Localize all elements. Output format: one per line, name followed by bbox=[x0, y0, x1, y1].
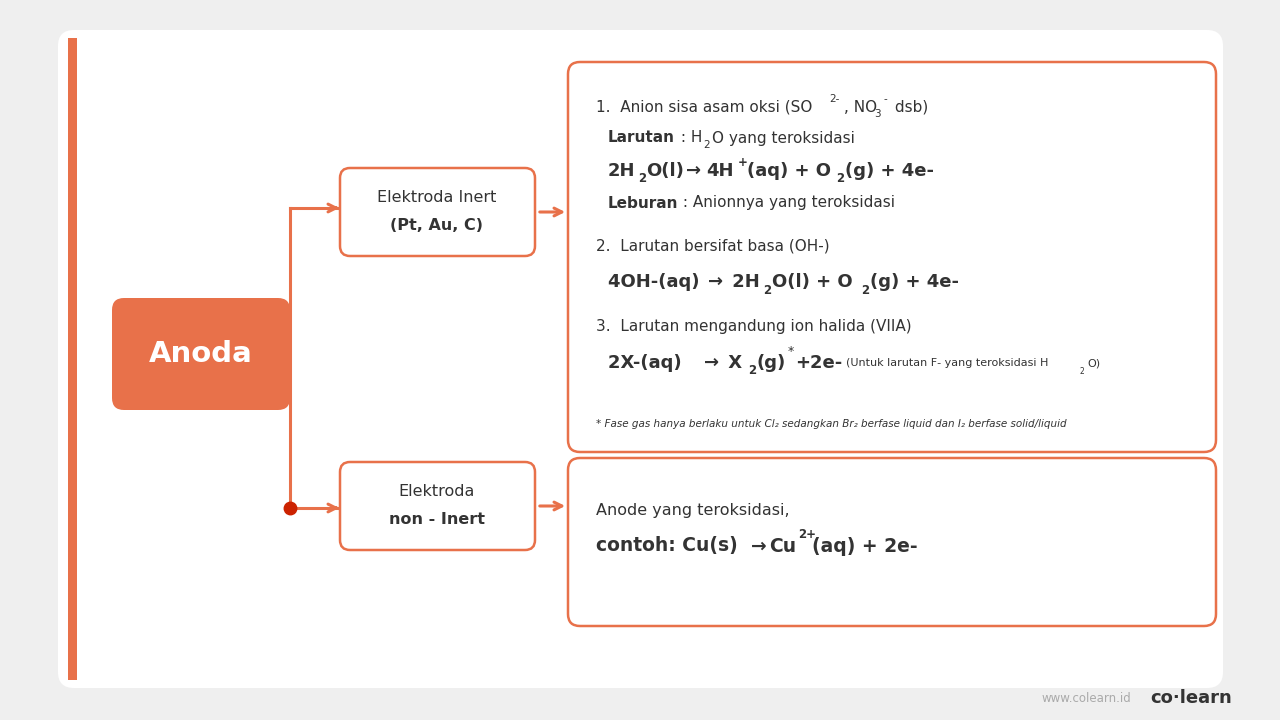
Text: 2: 2 bbox=[748, 364, 756, 377]
Text: O): O) bbox=[1087, 358, 1100, 368]
Text: +2e-: +2e- bbox=[795, 354, 842, 372]
Text: →: → bbox=[704, 354, 719, 372]
Text: (g) + 4e-: (g) + 4e- bbox=[870, 273, 959, 291]
Text: Anoda: Anoda bbox=[150, 340, 253, 368]
Text: (g) + 4e-: (g) + 4e- bbox=[845, 162, 934, 180]
Text: Larutan: Larutan bbox=[608, 130, 675, 145]
FancyBboxPatch shape bbox=[340, 168, 535, 256]
Text: 2: 2 bbox=[637, 173, 646, 186]
Text: contoh: Cu(s): contoh: Cu(s) bbox=[596, 536, 737, 556]
Text: 2: 2 bbox=[1080, 366, 1084, 376]
Text: →: → bbox=[751, 536, 767, 556]
Text: Elektroda: Elektroda bbox=[399, 485, 475, 500]
Text: +: + bbox=[739, 156, 748, 168]
Text: 2H: 2H bbox=[726, 273, 760, 291]
Text: 3: 3 bbox=[874, 109, 881, 119]
Text: (g): (g) bbox=[756, 354, 786, 372]
Text: Anode yang teroksidasi,: Anode yang teroksidasi, bbox=[596, 503, 790, 518]
Text: dsb): dsb) bbox=[890, 99, 928, 114]
Text: 1.  Anion sisa asam oksi (SO: 1. Anion sisa asam oksi (SO bbox=[596, 99, 813, 114]
FancyBboxPatch shape bbox=[113, 298, 291, 410]
Text: 2.  Larutan bersifat basa (OH-): 2. Larutan bersifat basa (OH-) bbox=[596, 238, 829, 253]
Text: X: X bbox=[722, 354, 742, 372]
Text: non - Inert: non - Inert bbox=[389, 513, 485, 528]
Text: (Untuk larutan F- yang teroksidasi H: (Untuk larutan F- yang teroksidasi H bbox=[846, 358, 1048, 368]
FancyBboxPatch shape bbox=[568, 458, 1216, 626]
Text: : Anionnya yang teroksidasi: : Anionnya yang teroksidasi bbox=[678, 196, 895, 210]
Text: Leburan: Leburan bbox=[608, 196, 678, 210]
Text: , NO: , NO bbox=[844, 99, 877, 114]
Text: (aq) + 2e-: (aq) + 2e- bbox=[812, 536, 918, 556]
Text: * Fase gas hanya berlaku untuk Cl₂ sedangkan Br₂ berfase liquid dan I₂ berfase s: * Fase gas hanya berlaku untuk Cl₂ sedan… bbox=[596, 419, 1066, 429]
Text: 2+: 2+ bbox=[797, 528, 817, 541]
Text: 2: 2 bbox=[763, 284, 771, 297]
Text: (Pt, Au, C): (Pt, Au, C) bbox=[390, 218, 484, 233]
Text: O(l) + O: O(l) + O bbox=[772, 273, 852, 291]
Text: 2X-(aq): 2X-(aq) bbox=[608, 354, 687, 372]
FancyBboxPatch shape bbox=[68, 38, 77, 680]
Text: →: → bbox=[686, 162, 701, 180]
Text: : H: : H bbox=[676, 130, 703, 145]
Text: →: → bbox=[708, 273, 723, 291]
Text: Cu: Cu bbox=[769, 536, 796, 556]
Text: 3.  Larutan mengandung ion halida (VIIA): 3. Larutan mengandung ion halida (VIIA) bbox=[596, 320, 911, 335]
Text: Elektroda Inert: Elektroda Inert bbox=[378, 191, 497, 205]
Text: 2H: 2H bbox=[608, 162, 635, 180]
Text: 4OH-(aq): 4OH-(aq) bbox=[608, 273, 705, 291]
Text: O yang teroksidasi: O yang teroksidasi bbox=[712, 130, 855, 145]
Text: 2: 2 bbox=[703, 140, 709, 150]
Text: (aq) + O: (aq) + O bbox=[748, 162, 831, 180]
Text: 2: 2 bbox=[836, 173, 844, 186]
Text: 2-: 2- bbox=[829, 94, 840, 104]
Text: co·learn: co·learn bbox=[1149, 689, 1231, 707]
Text: O(l): O(l) bbox=[646, 162, 684, 180]
Text: *: * bbox=[788, 346, 795, 359]
Text: -: - bbox=[883, 94, 887, 104]
FancyBboxPatch shape bbox=[568, 62, 1216, 452]
Text: www.colearn.id: www.colearn.id bbox=[1042, 691, 1132, 704]
Text: 4H: 4H bbox=[707, 162, 733, 180]
FancyBboxPatch shape bbox=[340, 462, 535, 550]
Text: 2: 2 bbox=[861, 284, 869, 297]
FancyBboxPatch shape bbox=[58, 30, 1222, 688]
